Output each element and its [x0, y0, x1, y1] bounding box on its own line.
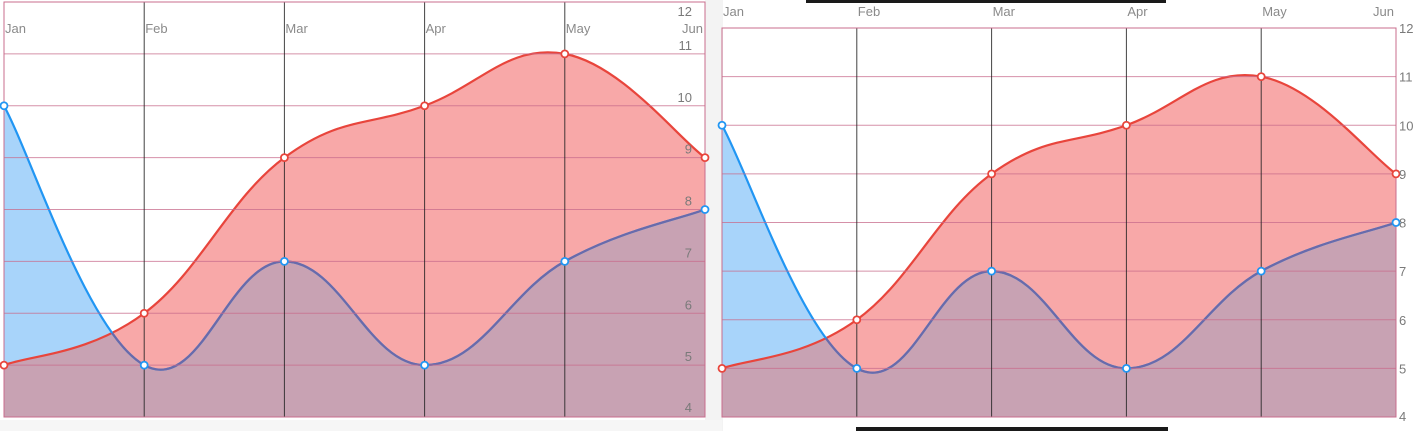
month-label-jan: Jan — [723, 4, 744, 19]
plot-area — [4, 51, 706, 417]
y-tick-label-8: 8 — [1399, 216, 1406, 231]
series-a-point-jun[interactable] — [1391, 169, 1401, 179]
y-tick-label-6: 6 — [685, 297, 692, 312]
area-chart-left: Jan Feb Mar Apr May Jun 4 5 6 7 8 9 10 11 12 — [0, 1, 710, 418]
series-a-point-jan[interactable] — [717, 363, 727, 373]
month-label-feb: Feb — [145, 21, 167, 36]
series-a-point-mar[interactable] — [987, 169, 996, 179]
y-tick-label-5: 5 — [685, 349, 692, 364]
series-b-point-jan[interactable] — [717, 120, 727, 130]
month-label-may: May — [1262, 4, 1287, 19]
series-b-point-apr[interactable] — [420, 360, 430, 370]
month-label-jun: Jun — [1373, 4, 1394, 19]
y-tick-label-7: 7 — [685, 245, 692, 260]
series-a-point-apr[interactable] — [1122, 120, 1131, 130]
month-label-mar: Mar — [285, 21, 308, 36]
series-b-point-feb[interactable] — [852, 363, 862, 373]
y-tick-label-10: 10 — [678, 90, 692, 105]
plot-area — [722, 74, 1396, 417]
series-a-line — [722, 74, 1396, 370]
month-label-mar: Mar — [993, 4, 1016, 19]
series-a-point-mar[interactable] — [279, 153, 289, 163]
overlap-area — [4, 105, 705, 417]
series-a-line — [4, 51, 706, 367]
y-tick-label-9: 9 — [685, 142, 692, 157]
series-b-point-feb[interactable] — [139, 360, 149, 370]
series-a-point-jan[interactable] — [0, 360, 9, 370]
y-tick-label-5: 5 — [1399, 361, 1406, 376]
series-a-point-feb[interactable] — [139, 308, 149, 318]
y-tick-label-12: 12 — [1399, 21, 1413, 36]
y-tick-label-11: 11 — [679, 38, 693, 53]
series-b-point-jan[interactable] — [0, 101, 9, 111]
y-tick-label-10: 10 — [1399, 118, 1413, 133]
month-label-jun: Jun — [682, 21, 703, 36]
month-label-feb: Feb — [858, 4, 880, 19]
series-b-point-jun[interactable] — [1391, 218, 1401, 227]
series-a-point-feb[interactable] — [852, 315, 862, 325]
month-label-may: May — [566, 21, 591, 36]
month-label-apr: Apr — [1127, 4, 1148, 19]
area-chart-right: Jan Feb Mar Apr May Jun 4 5 6 7 8 9 10 11 12 — [717, 4, 1413, 424]
y-tick-label-8: 8 — [685, 194, 692, 209]
series-b-point-apr[interactable] — [1122, 363, 1131, 373]
y-tick-label-4: 4 — [685, 400, 692, 415]
y-tick-label-4: 4 — [1399, 409, 1406, 424]
y-tick-label-7: 7 — [1399, 264, 1406, 279]
y-tick-label-12: 12 — [678, 4, 692, 19]
month-label-jan: Jan — [5, 21, 26, 36]
y-tick-label-9: 9 — [1399, 167, 1406, 182]
y-tick-label-11: 11 — [1399, 70, 1413, 85]
overlap-area — [722, 125, 1396, 417]
series-a-point-jun[interactable] — [700, 153, 710, 163]
series-b-point-mar[interactable] — [987, 266, 996, 276]
series-b-point-mar[interactable] — [279, 256, 289, 266]
series-a-point-may[interactable] — [560, 49, 570, 59]
y-tick-label-6: 6 — [1399, 313, 1406, 328]
series-b-point-jun[interactable] — [700, 205, 710, 214]
month-label-apr: Apr — [426, 21, 447, 36]
series-b-point-may[interactable] — [1256, 266, 1266, 276]
series-a-point-apr[interactable] — [420, 101, 430, 111]
series-b-point-may[interactable] — [560, 256, 570, 266]
series-a-point-may[interactable] — [1256, 72, 1266, 82]
